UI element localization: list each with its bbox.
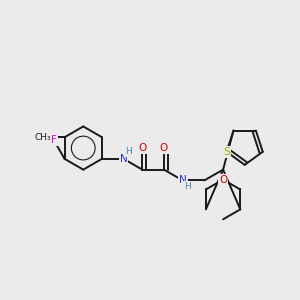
Text: S: S: [223, 147, 230, 157]
Text: CH₃: CH₃: [35, 133, 51, 142]
Text: O: O: [138, 143, 146, 153]
Text: O: O: [160, 143, 168, 153]
Text: N: N: [120, 154, 128, 164]
Text: H: H: [125, 148, 132, 157]
Text: H: H: [184, 182, 191, 191]
Text: N: N: [179, 176, 187, 185]
Text: O: O: [219, 175, 227, 184]
Text: F: F: [51, 135, 57, 145]
